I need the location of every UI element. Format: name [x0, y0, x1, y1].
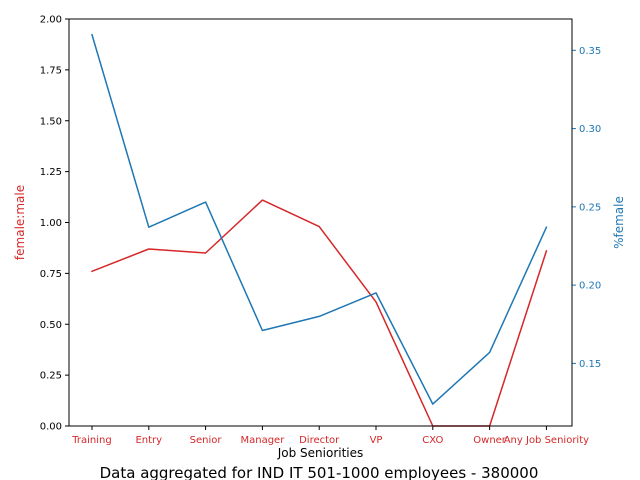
right-tick-label: 0.15: [579, 359, 601, 370]
x-axis-title: Job Seniorities: [277, 446, 364, 460]
series-layer: [91, 33, 548, 427]
x-tick-label: Manager: [240, 435, 285, 446]
left-tick-label: 1.25: [40, 167, 62, 178]
left-axis-title: female:male: [13, 185, 27, 260]
series-line-female-male-ratio: [91, 199, 548, 427]
right-tick-label: 0.30: [579, 124, 601, 135]
plot-frame: [68, 18, 573, 427]
right-tick-label: 0.20: [579, 281, 601, 292]
left-tick-label: 0.75: [40, 269, 62, 280]
x-tick-label: Entry: [135, 435, 162, 446]
left-tick-label: 1.00: [40, 218, 62, 229]
x-tick-label: Any Job Seniority: [504, 435, 589, 446]
x-tick-label: Director: [299, 435, 340, 446]
left-tick-label: 1.75: [40, 65, 62, 76]
x-tick-label: Senior: [190, 435, 223, 446]
right-tick-label: 0.25: [579, 202, 601, 213]
x-tick-label: Owner: [473, 435, 507, 446]
left-axis-ticks: 0.00 0.25 0.50 0.75 1.00 1.25 1.50 1.75 2.00: [40, 15, 69, 433]
left-tick-label: 0.00: [40, 422, 62, 433]
left-tick-label: 0.50: [40, 320, 62, 331]
left-tick-label: 2.00: [40, 15, 62, 26]
left-tick-label: 1.50: [40, 116, 62, 127]
x-tick-label: CXO: [422, 435, 443, 446]
right-axis-ticks: 0.15 0.20 0.25 0.30 0.35: [572, 46, 601, 370]
chart-title: Data aggregated for IND IT 501-1000 empl…: [100, 464, 539, 480]
x-tick-label: Training: [71, 435, 111, 446]
left-tick-label: 0.25: [40, 371, 62, 382]
x-axis-ticks: Training Entry Senior Manager Director VP CXO O…: [71, 426, 589, 446]
right-tick-label: 0.35: [579, 46, 601, 57]
right-axis-title: %female: [612, 196, 626, 249]
series-line-percent-female: [91, 33, 548, 405]
x-tick-label: VP: [370, 435, 383, 446]
